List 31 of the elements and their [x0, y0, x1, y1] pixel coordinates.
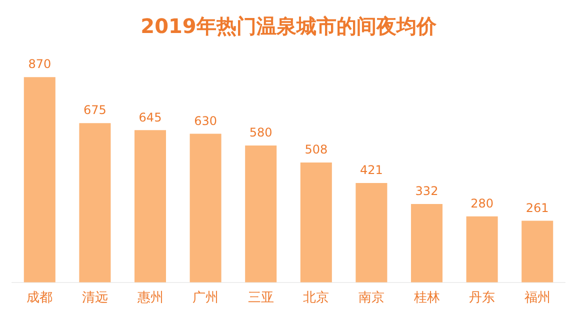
x-tick-label: 成都 [26, 290, 53, 306]
x-tick-label: 南京 [358, 290, 384, 306]
bar [410, 204, 443, 282]
x-tick-label: 北京 [303, 290, 330, 306]
x-tick-label: 清远 [82, 290, 108, 306]
bar [522, 220, 554, 282]
data-label: 508 [304, 142, 328, 157]
bar [134, 130, 166, 282]
bar [24, 77, 56, 282]
data-label: 870 [28, 57, 52, 72]
data-label: 580 [249, 126, 272, 140]
x-tick-label: 惠州 [136, 290, 164, 306]
chart-title: 2019年热门温泉城市的间夜均价 [140, 14, 438, 38]
bar [300, 162, 332, 282]
bar [245, 146, 277, 282]
data-label: 645 [138, 110, 162, 124]
data-label: 421 [360, 163, 383, 178]
x-tick-label: 福州 [524, 290, 550, 306]
x-tick-label: 广州 [192, 290, 219, 306]
x-tick-label: 三亚 [248, 290, 274, 306]
bar [190, 134, 222, 282]
x-tick-label: 桂林 [412, 290, 440, 306]
data-label: 261 [526, 200, 549, 215]
data-label: 280 [470, 196, 494, 210]
data-label: 332 [415, 184, 438, 198]
data-label: 630 [194, 114, 218, 128]
data-label: 675 [83, 103, 106, 118]
bar [79, 123, 111, 282]
bar [356, 183, 388, 282]
bar [466, 216, 498, 282]
x-tick-label: 丹东 [469, 290, 496, 306]
